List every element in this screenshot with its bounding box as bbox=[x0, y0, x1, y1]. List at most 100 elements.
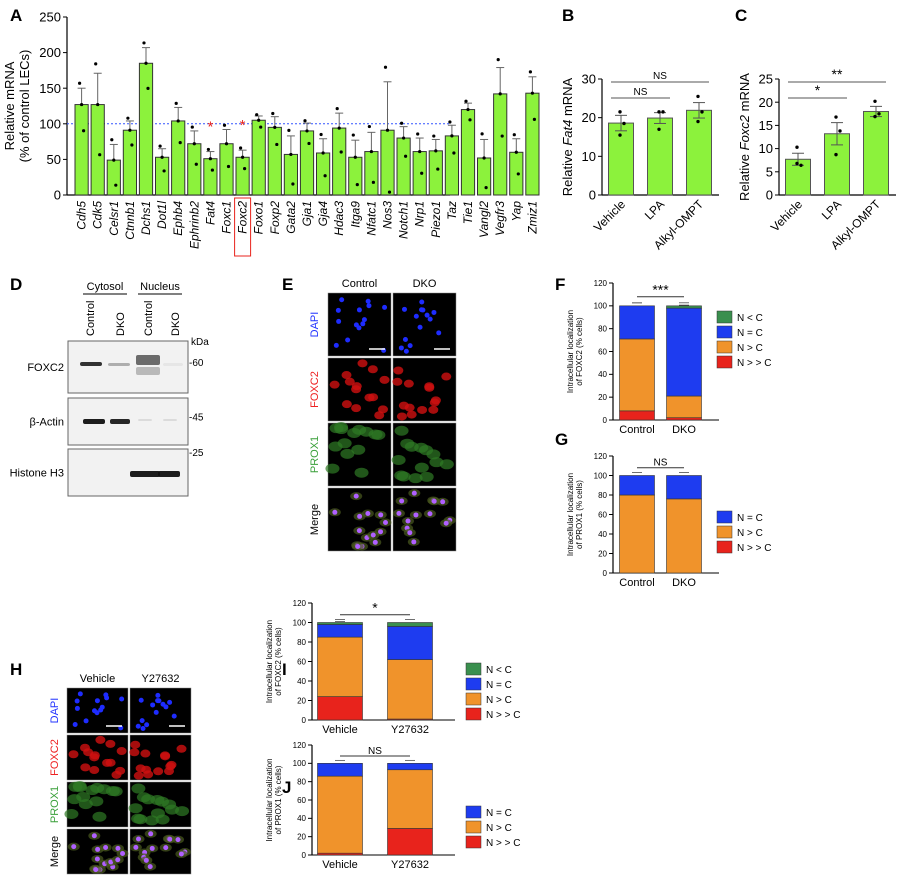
nucleus bbox=[136, 836, 142, 842]
data-point bbox=[482, 156, 486, 160]
nucleus bbox=[93, 867, 99, 873]
data-point bbox=[696, 119, 700, 124]
cell bbox=[337, 438, 352, 449]
legend-label: N > > C bbox=[737, 543, 771, 554]
x-tick-label: Celsr1 bbox=[107, 201, 121, 236]
data-point bbox=[371, 180, 375, 184]
y-tick-label: 60 bbox=[598, 347, 607, 356]
bar-segment bbox=[619, 338, 655, 412]
cell bbox=[163, 767, 174, 776]
y-axis-label: Relative mRNA(% of control LECs) bbox=[2, 50, 32, 163]
data-point bbox=[657, 110, 661, 114]
x-tick-label: Itga9 bbox=[348, 201, 362, 228]
data-point bbox=[303, 119, 307, 123]
y-tick-label: 60 bbox=[297, 657, 306, 666]
data-point bbox=[799, 163, 803, 168]
bar bbox=[647, 117, 673, 196]
nucleus bbox=[74, 698, 80, 704]
nucleus bbox=[167, 699, 173, 705]
legend-swatch bbox=[465, 707, 482, 721]
legend-label: N < C bbox=[737, 313, 763, 324]
cell bbox=[351, 444, 366, 455]
cell bbox=[89, 796, 104, 807]
bar-foxc1 bbox=[219, 143, 234, 196]
data-point bbox=[78, 81, 82, 85]
nucleus bbox=[83, 718, 89, 724]
x-tick-label: Piezo1 bbox=[429, 201, 443, 238]
data-point bbox=[367, 124, 371, 129]
x-tick-label: Control bbox=[619, 424, 654, 436]
nucleus bbox=[178, 851, 184, 857]
data-point bbox=[174, 101, 178, 105]
bar-nos3 bbox=[380, 129, 395, 196]
bar-segment bbox=[317, 622, 363, 625]
band bbox=[110, 419, 130, 424]
data-point bbox=[321, 151, 325, 155]
band bbox=[138, 419, 152, 421]
y-tick-label: 0 bbox=[603, 416, 608, 425]
data-point bbox=[514, 150, 518, 154]
y-axis-label: Intracellular localizationof PROX1 (% ce… bbox=[566, 473, 584, 556]
data-point bbox=[271, 111, 275, 116]
data-point bbox=[323, 174, 327, 178]
nucleus bbox=[365, 511, 371, 517]
image-column-label: Vehicle bbox=[80, 673, 115, 685]
bar-segment bbox=[666, 307, 702, 397]
data-point bbox=[500, 134, 504, 138]
legend-swatch bbox=[465, 662, 482, 676]
nucleus bbox=[163, 704, 169, 710]
y-tick-label: 100 bbox=[293, 759, 307, 768]
x-tick-label: DKO bbox=[672, 577, 696, 589]
data-point bbox=[387, 190, 392, 194]
x-tick-label: Hdac3 bbox=[332, 201, 346, 236]
x-tick-label: LPA bbox=[642, 197, 667, 222]
legend-swatch bbox=[716, 325, 733, 339]
data-point bbox=[351, 133, 355, 137]
y-axis-label: Intracellular localizationof PROX1 (% ce… bbox=[265, 758, 283, 841]
nucleus bbox=[372, 539, 378, 545]
legend-label: N = C bbox=[486, 808, 512, 819]
nucleus bbox=[94, 698, 100, 704]
cell bbox=[162, 799, 177, 810]
data-point bbox=[464, 99, 468, 103]
nucleus bbox=[405, 518, 411, 524]
band bbox=[83, 419, 105, 424]
cell bbox=[351, 404, 362, 413]
bar-hdac3 bbox=[332, 127, 347, 196]
y-axis-label-part: mRNA bbox=[737, 73, 752, 115]
y-tick-label: 10 bbox=[759, 141, 773, 156]
data-point bbox=[618, 133, 622, 137]
cell bbox=[76, 791, 91, 802]
nucleus bbox=[402, 337, 408, 343]
y-tick-label: 40 bbox=[598, 370, 607, 379]
data-point bbox=[516, 172, 520, 176]
data-point bbox=[114, 183, 118, 187]
bar-nfatc1 bbox=[364, 151, 379, 196]
blot-0 bbox=[67, 340, 189, 394]
cell bbox=[140, 749, 151, 758]
nucleus bbox=[171, 713, 177, 719]
nucleus bbox=[366, 303, 372, 309]
cell bbox=[428, 405, 439, 414]
x-tick-label: Ephrinb2 bbox=[187, 201, 201, 249]
bar-vegfr3 bbox=[493, 93, 508, 196]
nucleus bbox=[115, 857, 121, 863]
data-point bbox=[450, 134, 454, 138]
cell bbox=[439, 459, 454, 470]
data-point bbox=[700, 110, 704, 114]
x-tick-label: Y27632 bbox=[391, 859, 429, 871]
cell bbox=[367, 365, 378, 374]
bar-taz bbox=[444, 135, 459, 196]
y-axis-label-gene: Fat4 bbox=[560, 120, 575, 146]
x-tick-label: Fat4 bbox=[203, 201, 217, 225]
data-point bbox=[355, 183, 359, 187]
nucleus bbox=[115, 845, 121, 851]
bar-ephrinb2 bbox=[187, 143, 202, 196]
y-tick-label: 100 bbox=[594, 471, 608, 480]
y-axis-label-line: Intracellular localization bbox=[265, 758, 274, 841]
nucleus bbox=[360, 321, 366, 327]
image-column-label: Control bbox=[342, 278, 377, 290]
nucleus bbox=[332, 509, 338, 515]
legend-label: N > C bbox=[737, 528, 763, 539]
nucleus bbox=[396, 510, 402, 516]
